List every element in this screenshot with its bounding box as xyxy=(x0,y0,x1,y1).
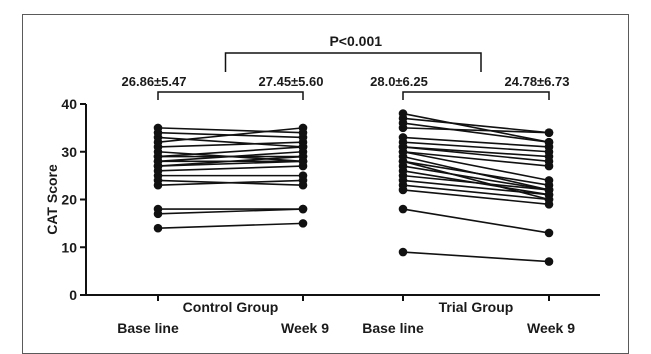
y-tick-label: 10 xyxy=(61,239,77,255)
timepoint-label: Base line xyxy=(362,320,424,336)
y-tick-label: 40 xyxy=(61,96,77,112)
subject-line xyxy=(402,165,550,191)
subject-line xyxy=(402,141,550,153)
data-point xyxy=(398,109,408,118)
data-point xyxy=(544,185,554,195)
comparison-bracket xyxy=(224,52,482,72)
subject-line xyxy=(402,122,550,143)
subject-line xyxy=(157,222,304,229)
subject-line xyxy=(402,155,550,191)
data-point xyxy=(544,195,554,204)
group-bracket xyxy=(157,91,304,100)
subject-line xyxy=(157,127,304,134)
series-lines xyxy=(157,112,550,263)
data-point xyxy=(398,133,408,142)
data-point xyxy=(153,204,163,214)
summary-stat-label: 28.0±6.25 xyxy=(370,74,428,89)
timepoint-label: Week 9 xyxy=(281,320,329,336)
subject-line xyxy=(402,189,550,206)
data-point xyxy=(544,137,554,147)
figure-frame: 0 10 20 30 40 26.86±5.47 27.45±5.60 28.0±6.25 2… xyxy=(22,14,629,354)
data-point xyxy=(153,223,163,233)
y-tick-label: 30 xyxy=(61,144,77,160)
data-point xyxy=(298,128,308,137)
data-point xyxy=(298,204,308,214)
y-axis-label: CAT Score xyxy=(44,164,60,235)
subject-line xyxy=(402,251,550,263)
axes: 0 10 20 30 40 xyxy=(61,96,600,303)
data-point xyxy=(544,176,554,185)
data-point xyxy=(298,142,308,152)
timepoint-label: Base line xyxy=(117,320,179,336)
group-label: Control Group xyxy=(183,299,279,315)
data-point xyxy=(298,180,308,190)
y-tick-label: 20 xyxy=(61,192,77,208)
summary-stat-label: 26.86±5.47 xyxy=(122,74,187,89)
data-point xyxy=(153,123,163,133)
subject-line xyxy=(402,160,550,201)
p-value-label: P<0.001 xyxy=(329,33,382,49)
subject-line xyxy=(402,117,550,134)
timepoint-label: Week 9 xyxy=(527,320,575,336)
subject-line xyxy=(157,136,304,148)
subject-line xyxy=(402,150,550,182)
subject-line xyxy=(402,208,550,234)
subject-line xyxy=(402,170,550,196)
summary-stat-label: 24.78±6.73 xyxy=(505,74,570,89)
subject-line xyxy=(402,136,550,148)
subject-line xyxy=(402,184,550,201)
annotations: 26.86±5.47 27.45±5.60 28.0±6.25 24.78±6.73 P… xyxy=(122,33,570,100)
data-point xyxy=(298,171,308,180)
subject-line xyxy=(402,127,550,134)
data-point xyxy=(544,257,554,266)
y-tick-label: 0 xyxy=(69,287,77,303)
subject-line xyxy=(157,141,304,148)
data-point xyxy=(398,204,408,214)
subject-line xyxy=(157,150,304,163)
subject-line xyxy=(402,146,550,158)
subject-line xyxy=(157,146,304,158)
subject-line xyxy=(157,165,304,172)
data-point xyxy=(298,157,308,166)
summary-stat-label: 27.45±5.60 xyxy=(259,74,324,89)
data-point xyxy=(544,228,554,238)
data-point xyxy=(298,219,308,228)
subject-line xyxy=(402,150,550,167)
group-bracket xyxy=(402,91,550,100)
data-point xyxy=(398,247,408,257)
subject-line xyxy=(157,179,304,186)
group-label: Trial Group xyxy=(439,299,514,315)
data-point xyxy=(544,128,554,137)
series-points xyxy=(153,109,554,266)
subject-line xyxy=(157,131,304,139)
subject-line xyxy=(402,112,550,143)
